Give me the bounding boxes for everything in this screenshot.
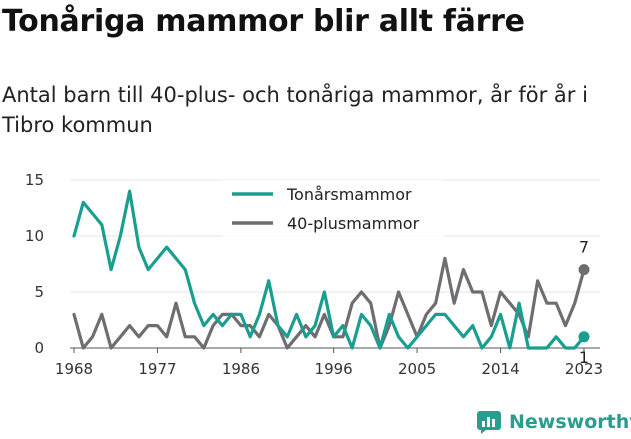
legend-entry: Tonårsmammor: [286, 185, 412, 204]
y-axis-ticks: 0 5 10 15: [25, 171, 44, 357]
legend-background: [222, 180, 444, 238]
x-tick-label: 2005: [398, 360, 436, 378]
end-labels: 17: [579, 238, 589, 367]
y-tick-label: 10: [25, 227, 44, 245]
x-axis-ticks: 1968 1977 1986 1996 2005 2014 2023: [55, 348, 603, 378]
series-line: [72, 256, 586, 350]
series-lines: [72, 189, 590, 350]
y-tick-label: 5: [34, 283, 44, 301]
x-tick-label: 1977: [138, 360, 176, 378]
y-tick-label: 0: [34, 339, 44, 357]
x-tick-label: 1996: [315, 360, 353, 378]
series-line: [72, 189, 586, 350]
brand-name: Newsworthy: [509, 411, 631, 433]
x-tick-label: 2014: [481, 360, 519, 378]
newsworthy-brand[interactable]: Newsworthy: [476, 408, 631, 436]
x-tick-label: 1986: [222, 360, 260, 378]
y-tick-label: 15: [25, 171, 44, 189]
newsworthy-logo-icon: [477, 411, 501, 434]
legend-entry: 40-plusmammor: [287, 214, 420, 233]
series-end-label: 7: [579, 238, 589, 257]
chart-subtitle: Antal barn till 40-plus- och tonåriga ma…: [2, 83, 588, 137]
legend: Tonårsmammor 40-plusmammor: [222, 180, 444, 238]
series-end-label: 1: [579, 348, 589, 367]
chart-title: Tonåriga mammor blir allt färre: [2, 4, 525, 39]
series-end-point: [578, 264, 590, 276]
x-tick-label: 2023: [565, 360, 603, 378]
x-tick-label: 1968: [55, 360, 93, 378]
series-end-point: [578, 331, 590, 343]
